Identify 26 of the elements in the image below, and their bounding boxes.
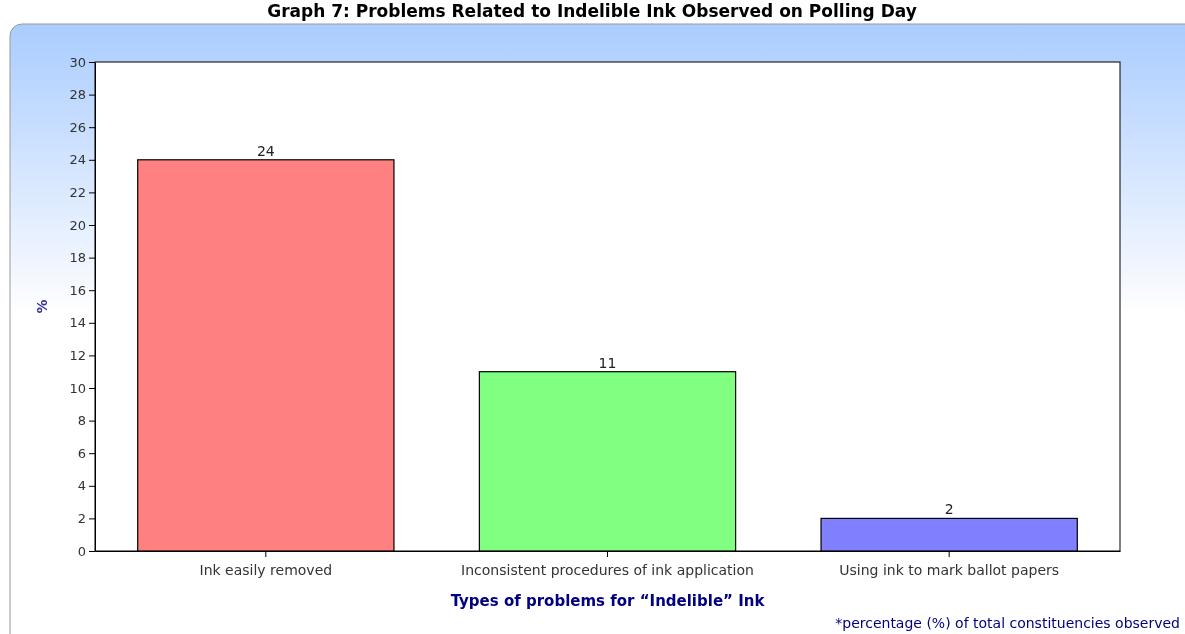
y-tick-label: 6 <box>77 445 86 461</box>
x-tick-label: Inconsistent procedures of ink application <box>461 562 754 579</box>
y-tick-label: 16 <box>69 282 86 298</box>
chart-title: Graph 7: Problems Related to Indelible Ink Observed on Polling Day <box>267 1 917 21</box>
x-tick-label: Using ink to mark ballot papers <box>839 562 1060 579</box>
y-tick-label: 0 <box>77 543 86 559</box>
text: *percentage (%) of total constituencies observed <box>835 615 1180 631</box>
y-tick-label: 2 <box>77 511 86 527</box>
data-label: 2 <box>944 501 954 518</box>
y-tick-label: 20 <box>69 217 86 233</box>
y-tick-label: 22 <box>69 185 86 201</box>
data-label: 24 <box>256 142 275 159</box>
y-tick-label: 14 <box>69 315 86 331</box>
data-label: 11 <box>598 354 617 371</box>
y-tick-label: 10 <box>69 380 86 396</box>
y-tick-label: 8 <box>77 413 86 429</box>
y-tick-label: 24 <box>69 152 86 168</box>
y-axis-title: % <box>34 299 50 314</box>
y-tick-label: 12 <box>69 348 86 364</box>
y-tick-label: 26 <box>69 119 86 135</box>
y-tick-label: 28 <box>69 87 86 103</box>
x-axis-title: Types of problems for “Indelible” Ink <box>450 592 766 610</box>
x-tick-label: Ink easily removed <box>199 562 333 579</box>
y-tick-label: 30 <box>69 54 86 70</box>
y-tick-label: 18 <box>69 250 86 266</box>
y-tick-label: 4 <box>77 478 86 494</box>
